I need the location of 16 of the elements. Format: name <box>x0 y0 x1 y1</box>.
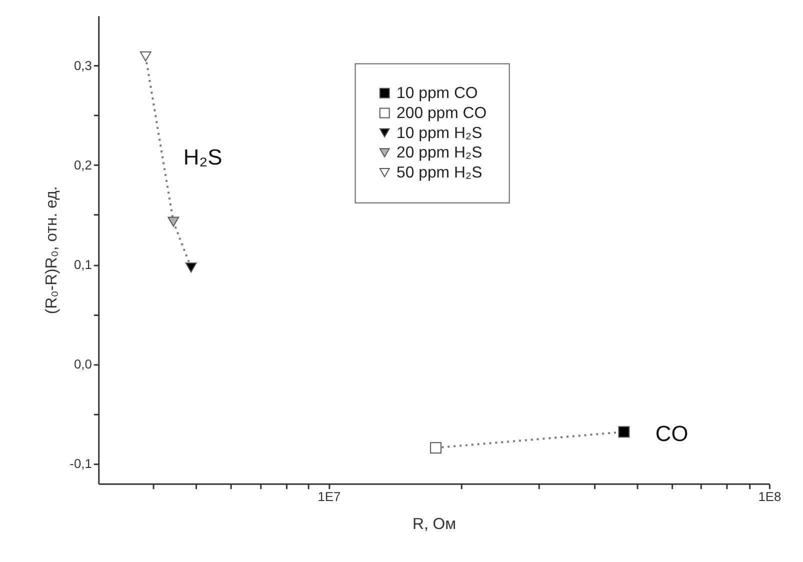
y-tick-label: 0,2 <box>74 157 92 172</box>
legend-label: 50 ppm H₂S <box>396 164 482 182</box>
x-axis-title: R, Ом <box>412 516 456 533</box>
y-tick-label: -0,1 <box>70 456 92 472</box>
annotation: H₂S <box>183 144 222 170</box>
legend-label: 200 ppm CO <box>396 104 487 122</box>
x-tick-label: 1E8 <box>758 489 782 504</box>
legend-label: 10 ppm H₂S <box>396 124 482 142</box>
y-axis-title: (R₀-R)R₀, отн. ед. <box>44 186 61 314</box>
y-tick-label: 0,1 <box>74 257 92 272</box>
annotation: CO <box>655 420 688 446</box>
legend-label: 20 ppm H₂S <box>396 144 482 162</box>
legend-label: 10 ppm CO <box>396 85 478 102</box>
x-tick-label: 1E7 <box>318 489 341 504</box>
y-tick-label: 0,3 <box>74 58 92 73</box>
y-tick-label: 0,0 <box>74 356 92 372</box>
